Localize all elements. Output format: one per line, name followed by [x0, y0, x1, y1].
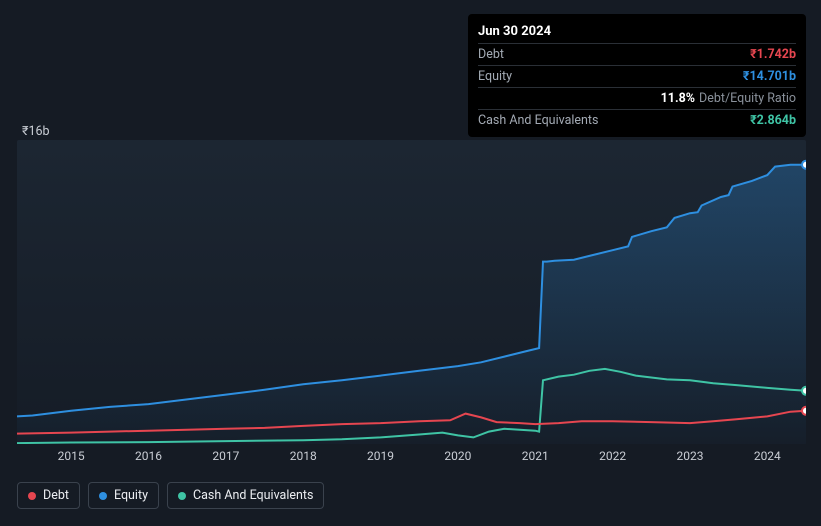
- x-tick-label: 2018: [290, 449, 317, 463]
- legend-dot-icon: [28, 492, 36, 500]
- tooltip-row-value: 11.8%Debt/Equity Ratio: [661, 91, 796, 106]
- tooltip-row-label: Cash And Equivalents: [478, 113, 598, 128]
- legend-item[interactable]: Debt: [17, 482, 80, 509]
- tooltip-row: Debt ₹1.742b: [478, 43, 796, 65]
- x-tick-label: 2017: [212, 449, 239, 463]
- legend-item[interactable]: Cash And Equivalents: [167, 482, 324, 509]
- x-tick-label: 2021: [522, 449, 549, 463]
- tooltip-row: Cash And Equivalents ₹2.864b: [478, 109, 796, 131]
- legend-dot-icon: [178, 492, 186, 500]
- legend-dot-icon: [99, 492, 107, 500]
- tooltip-row-label: Equity: [478, 69, 512, 84]
- legend-label: Cash And Equivalents: [193, 488, 313, 503]
- tooltip-row: Equity ₹14.701b: [478, 65, 796, 87]
- chart-plot-area[interactable]: [17, 140, 806, 444]
- tooltip-row-value: ₹14.701b: [743, 69, 796, 84]
- x-tick-label: 2022: [599, 449, 626, 463]
- x-tick-label: 2016: [135, 449, 162, 463]
- tooltip-row-label: Debt: [478, 47, 504, 62]
- y-axis-max-label: ₹16b: [22, 124, 50, 139]
- chart-legend: Debt Equity Cash And Equivalents: [17, 482, 324, 509]
- x-axis-labels: 2015 2016 2017 2018 2019 2020 2021 2022 2023 2024: [0, 449, 821, 465]
- tooltip-row-value: ₹2.864b: [750, 113, 796, 128]
- legend-item[interactable]: Equity: [88, 482, 159, 509]
- hover-tooltip: Jun 30 2024 Debt ₹1.742b Equity ₹14.701b 11.…: [468, 14, 806, 137]
- x-tick-label: 2024: [754, 449, 781, 463]
- x-tick-label: 2019: [367, 449, 394, 463]
- chart-container: Jun 30 2024 Debt ₹1.742b Equity ₹14.701b 11.…: [0, 0, 821, 526]
- x-tick-label: 2023: [676, 449, 703, 463]
- tooltip-date: Jun 30 2024: [478, 20, 796, 43]
- x-tick-label: 2015: [58, 449, 85, 463]
- legend-label: Equity: [114, 488, 148, 503]
- legend-label: Debt: [43, 488, 69, 503]
- cash-endpoint-marker: [802, 387, 806, 395]
- tooltip-row-value: ₹1.742b: [750, 47, 796, 62]
- debt-endpoint-marker: [802, 407, 806, 415]
- x-tick-label: 2020: [444, 449, 471, 463]
- tooltip-row: 11.8%Debt/Equity Ratio: [478, 87, 796, 109]
- equity-endpoint-marker: [802, 161, 806, 169]
